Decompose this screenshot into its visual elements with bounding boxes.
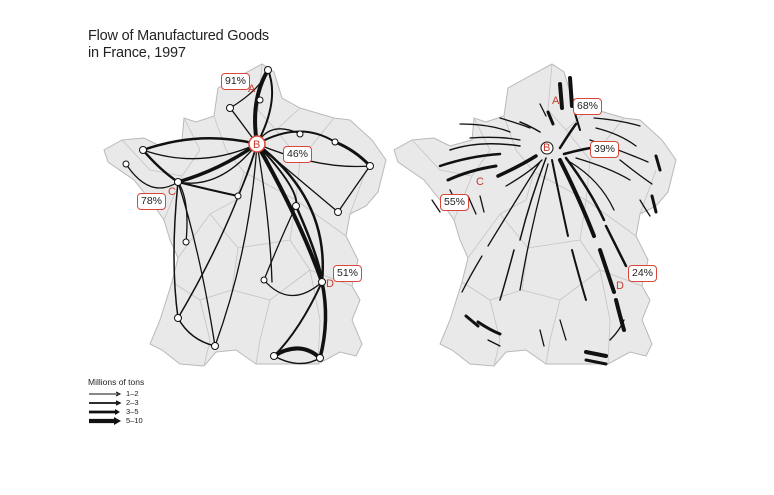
right-pct-a: 68% [573, 98, 603, 115]
france-landmass-left [103, 63, 387, 367]
map-title: Flow of Manufactured Goods in France, 19… [88, 28, 269, 62]
legend-row: 5–10 [88, 416, 168, 425]
left-node-label-a: A [248, 83, 256, 95]
left-pct-b: 46% [283, 146, 313, 163]
right-pct-b: 39% [590, 141, 620, 158]
legend: Millions of tons 1–2 2–3 3–5 5–10 [88, 377, 168, 425]
legend-row: 1–2 [88, 389, 168, 398]
left-node-label-b: B [253, 139, 261, 151]
right-node-label-a: A [552, 95, 560, 107]
left-city-nodes [122, 66, 374, 362]
legend-title: Millions of tons [88, 377, 145, 387]
legend-range: 2–3 [126, 398, 139, 407]
region-borders-right [411, 63, 657, 367]
right-node-label-d: D [616, 280, 624, 292]
legend-range: 1–2 [126, 389, 139, 398]
left-pct-c: 78% [137, 193, 167, 210]
right-pct-d: 24% [628, 265, 658, 282]
left-node-label-d: D [326, 278, 334, 290]
right-node-label-b: B [543, 142, 551, 154]
legend-row: 2–3 [88, 398, 168, 407]
right-center-node [540, 141, 554, 155]
left-pct-a: 91% [221, 73, 251, 90]
legend-range: 5–10 [126, 416, 143, 425]
right-pct-c: 55% [440, 194, 470, 211]
left-pct-d: 51% [333, 265, 363, 282]
left-node-label-c: C [168, 186, 176, 198]
legend-arrow-3 [89, 409, 120, 415]
title-line-1: Flow of Manufactured Goods [88, 28, 269, 44]
left-flow-arcs [125, 68, 372, 365]
legend-arrow-4 [89, 417, 121, 425]
title-line-2: in France, 1997 [88, 45, 186, 61]
left-france-map [103, 63, 387, 367]
legend-row: 3–5 [88, 407, 168, 416]
right-node-label-c: C [476, 176, 484, 188]
legend-arrow-2 [89, 400, 122, 406]
legend-arrow-1 [89, 391, 122, 397]
legend-range: 3–5 [126, 407, 139, 416]
